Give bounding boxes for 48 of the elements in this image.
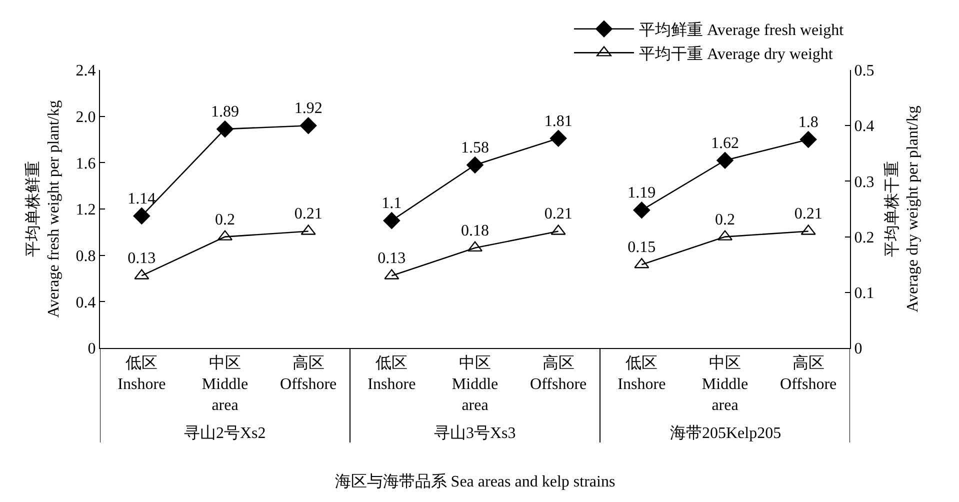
y2-tick-label: 0.2 (854, 229, 874, 246)
x-tick-label: 中区 Middle area (202, 354, 248, 414)
x-axis-title: 海区与海带品系 Sea areas and kelp strains (334, 472, 616, 490)
legend-label: 平均干重 Average dry weight (639, 44, 834, 63)
data-label: 1.8 (798, 114, 818, 131)
y-tick-label: 2.4 (76, 62, 96, 80)
y-tick-label: 0.4 (76, 294, 96, 312)
data-label: 0.15 (628, 239, 656, 256)
y-tick-label: 0 (88, 340, 96, 358)
y2-axis-title: 平均单株干重 Average dry weight per plant/kg (882, 106, 922, 312)
data-label: 0.21 (294, 206, 322, 223)
data-label: 1.14 (128, 190, 156, 208)
text: 寻山2号Xs2 (184, 424, 266, 442)
x-tick-label: 高区 Offshore (780, 354, 837, 393)
data-label: 1.89 (211, 104, 239, 121)
data-label: 0.18 (461, 222, 489, 240)
y-tick-label: 2.0 (76, 108, 96, 126)
y-tick-label: 1.6 (76, 155, 96, 172)
data-label: 1.1 (382, 195, 402, 212)
data-label: 0.2 (215, 211, 235, 228)
data-label: 1.92 (294, 100, 322, 118)
data-label: 1.19 (628, 184, 656, 202)
y2-tick-label: 0.5 (854, 62, 874, 80)
y2-tick-label: 0.3 (854, 174, 874, 191)
data-label: 0.13 (128, 250, 156, 268)
y2-tick-label: 0.1 (854, 285, 874, 302)
y-tick-label: 1.2 (76, 202, 96, 219)
text: 寻山3号Xs3 (434, 424, 516, 442)
y2-tick-label: 0 (854, 340, 862, 358)
data-label: 1.58 (461, 139, 489, 156)
x-tick-label: 低区 Inshore (618, 355, 666, 393)
x-tick-label: 低区 Inshore (368, 355, 416, 393)
y-tick-label: 0.8 (76, 248, 96, 265)
data-label: 0.2 (715, 211, 735, 228)
data-label: 1.81 (544, 112, 572, 130)
y2-tick-label: 0.4 (854, 118, 874, 136)
x-tick-label: 中区 Middle area (702, 354, 748, 414)
legend-label: 平均鲜重 Average fresh weight (639, 21, 844, 40)
data-label: 0.21 (794, 206, 822, 223)
data-label: 1.62 (711, 134, 739, 152)
data-label: 0.13 (378, 250, 406, 268)
x-tick-label: 高区 Offshore (280, 354, 337, 393)
x-tick-label: 高区 Offshore (530, 354, 587, 393)
y-axis-title: 平均单株鲜重 Average fresh weight per plant/kg (24, 100, 63, 318)
data-label: 0.21 (544, 206, 572, 223)
x-tick-label: 低区 Inshore (118, 355, 166, 393)
x-tick-label: 中区 Middle area (452, 354, 498, 414)
text: 海带205Kelp205 (670, 424, 782, 442)
